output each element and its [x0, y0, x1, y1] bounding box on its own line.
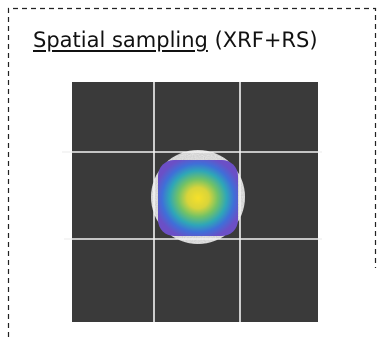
dashed-frame [7, 7, 377, 337]
heatmap [158, 160, 238, 236]
title: Spatial sampling (XRF+RS) [33, 28, 318, 52]
title-underlined: Spatial sampling [33, 28, 208, 52]
grid-lines [62, 82, 322, 322]
title-rest: (XRF+RS) [214, 28, 318, 52]
